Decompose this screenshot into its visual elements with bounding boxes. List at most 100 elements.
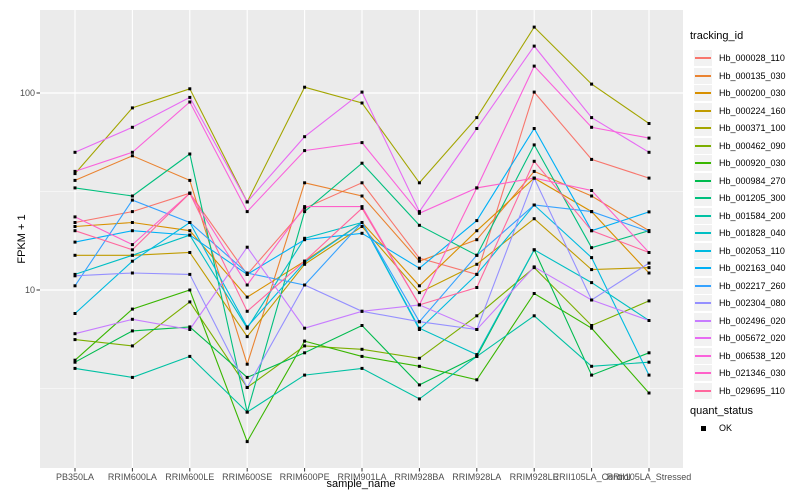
data-point [303,238,307,242]
data-point [188,300,192,304]
legend-item-label: Hb_002304_080 [719,298,786,308]
legend-item-label: Hb_002496_020 [719,315,786,326]
data-point [590,268,594,272]
legend-item-label: Hb_000462_090 [719,140,786,151]
legend-item-Hb_000371_100: Hb_000371_100 [694,120,786,137]
legend-key-point [700,425,706,431]
data-point [188,272,192,276]
legend-key-line [695,127,711,129]
legend-item-label: Hb_029695_110 [719,385,785,396]
data-point [130,150,134,154]
data-point [130,253,134,257]
data-point [188,95,192,99]
data-point [417,211,421,215]
data-point [73,284,77,288]
data-point [475,127,479,130]
data-point [130,329,134,333]
legend-item-quant-OK: OK [694,420,732,437]
data-point [73,169,77,173]
legend-item-label: OK [719,423,733,433]
data-point [475,219,479,223]
legend: tracking_id Hb_000028_110 Hb_000135_030 Hb… [690,30,798,470]
y-tick-label: 10 [24,285,35,295]
legend-item-label: Hb_000224_160 [719,105,786,116]
legend-item-Hb_000920_030: Hb_000920_030 [694,155,786,172]
legend-key-line [695,232,711,234]
y-axis-title: FPKM + 1 [16,214,28,264]
data-point [245,440,249,444]
legend-key-line [695,372,711,374]
data-point [475,354,479,358]
data-point [130,194,134,198]
data-point [73,172,77,176]
data-point [417,328,421,331]
legend-item-Hb_029695_110: Hb_029695_110 [694,382,785,399]
legend-key [694,295,712,311]
data-point [475,286,479,289]
data-point [532,143,536,147]
data-point [73,274,77,278]
data-point [590,229,594,233]
data-point [590,326,594,330]
data-point [245,210,249,214]
legend-item-Hb_006538_120: Hb_006538_120 [694,347,786,364]
data-point [130,154,134,158]
data-point [130,125,134,129]
data-point [360,324,364,327]
legend-key-line [695,214,711,217]
x-tick-label: RRIM928LE [509,472,559,482]
data-point [360,181,364,185]
data-point [188,328,192,331]
legend-key [694,50,712,66]
legend-item-Hb_000224_160: Hb_000224_160 [694,102,786,119]
data-point [245,375,249,379]
data-point [73,360,77,364]
data-point [303,206,307,210]
data-point [532,127,536,130]
legend-item-label: Hb_001584_200 [719,210,786,221]
legend-item-Hb_021346_030: Hb_021346_030 [694,365,786,382]
data-point [532,159,536,163]
data-point [647,299,651,303]
data-point [590,116,594,120]
data-point [417,223,421,227]
legend-key [694,330,712,346]
data-point [245,283,249,287]
legend-title-tracking-id: tracking_id [690,30,744,42]
data-point [647,360,651,364]
legend-key-line [695,337,711,339]
data-point [475,229,479,233]
legend-key [694,85,712,101]
data-point [475,328,479,331]
legend-item-label: Hb_000135_030 [719,70,786,81]
x-tick-label: RRIM600SE [222,472,273,482]
data-point [188,229,192,233]
data-point [303,205,307,209]
x-tick-label: PB350LA [55,472,95,482]
data-point [245,245,249,249]
legend-key [694,207,712,224]
legend-key-line [695,144,711,147]
data-point [532,176,536,180]
legend-key [694,242,712,259]
data-point [647,261,651,265]
data-point [73,229,77,233]
data-point [188,221,192,224]
data-point [360,354,364,358]
legend-key [694,172,712,189]
data-point [188,178,192,182]
data-point [360,194,364,198]
data-point [303,344,307,348]
data-point [188,251,192,254]
legend-key [694,260,712,276]
data-point [532,217,536,221]
legend-item-Hb_000462_090: Hb_000462_090 [694,137,786,154]
data-point [647,176,651,180]
data-point [532,64,536,68]
legend-item-Hb_000028_110: Hb_000028_110 [694,50,785,67]
data-point [417,284,421,288]
legend-key [694,347,712,364]
legend-item-label: Hb_021346_030 [719,368,786,378]
data-point [647,319,651,322]
